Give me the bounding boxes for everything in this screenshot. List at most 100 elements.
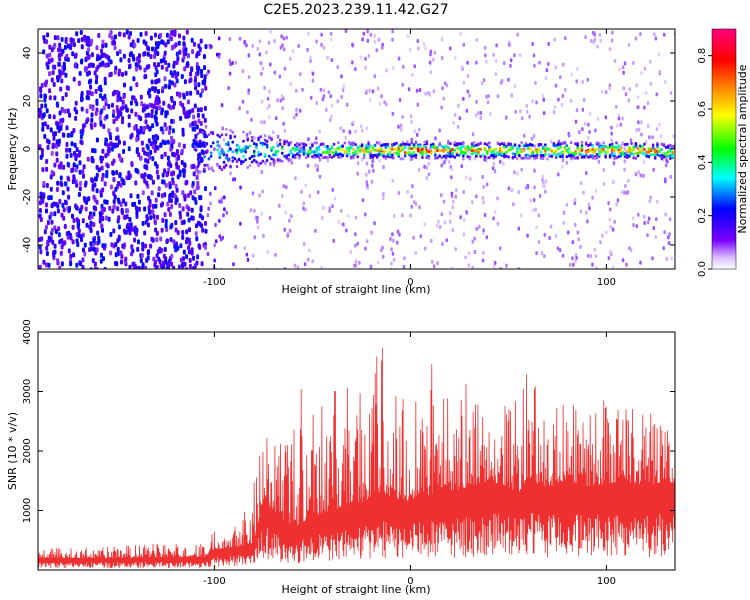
- heatmap-cell: [225, 142, 228, 146]
- heatmap-cell: [485, 59, 488, 64]
- heatmap-cell: [52, 82, 56, 87]
- heatmap-xtick-label: -100: [203, 277, 226, 288]
- heatmap-cell: [492, 52, 495, 57]
- heatmap-cell: [553, 37, 556, 42]
- heatmap-cell: [105, 138, 108, 143]
- heatmap-cell: [636, 147, 640, 151]
- heatmap-cell: [162, 57, 166, 63]
- heatmap-cell: [425, 148, 428, 152]
- heatmap-cell: [511, 152, 515, 156]
- heatmap-cell: [135, 168, 139, 174]
- heatmap-cell: [334, 152, 338, 156]
- heatmap-cell: [421, 150, 424, 154]
- heatmap-cell: [265, 139, 269, 143]
- heatmap-cell: [649, 81, 653, 86]
- heatmap-cell: [155, 69, 159, 75]
- heatmap-cell: [352, 148, 355, 151]
- heatmap-cell: [621, 141, 624, 146]
- heatmap-cell: [285, 35, 288, 40]
- heatmap-cell: [479, 110, 483, 115]
- heatmap-cell: [475, 60, 478, 65]
- heatmap-cell: [415, 88, 419, 93]
- heatmap-cell: [185, 29, 189, 35]
- heatmap-cell: [526, 183, 530, 188]
- heatmap-cell: [239, 185, 242, 190]
- heatmap-cell: [188, 257, 192, 263]
- heatmap-cell: [220, 133, 224, 137]
- heatmap-cell: [154, 139, 158, 145]
- heatmap-cell: [632, 223, 635, 227]
- heatmap-cell: [356, 155, 359, 159]
- heatmap-cell: [330, 103, 334, 108]
- heatmap-cell: [133, 125, 137, 131]
- heatmap-cell: [117, 224, 121, 230]
- heatmap-cell: [280, 34, 283, 39]
- heatmap-cell: [112, 199, 116, 205]
- heatmap-cell: [39, 217, 43, 223]
- heatmap-cell: [318, 174, 322, 179]
- heatmap-cell: [291, 147, 295, 150]
- heatmap-cell: [75, 31, 79, 37]
- heatmap-cell: [80, 44, 84, 50]
- heatmap-cell: [608, 47, 612, 52]
- heatmap-cell: [217, 36, 221, 41]
- heatmap-cell: [278, 74, 282, 79]
- heatmap-cell: [418, 88, 422, 92]
- heatmap-cell: [189, 71, 193, 77]
- heatmap-cell: [136, 38, 140, 43]
- heatmap-cell: [317, 145, 321, 149]
- heatmap-cell: [46, 145, 50, 150]
- heatmap-cell: [181, 168, 185, 174]
- heatmap-cell: [197, 160, 201, 166]
- heatmap-cell: [68, 112, 72, 118]
- heatmap-cell: [517, 226, 521, 231]
- heatmap-cell: [272, 153, 275, 157]
- heatmap-cell: [636, 95, 640, 100]
- heatmap-cell: [268, 115, 271, 120]
- heatmap-cell: [416, 149, 420, 153]
- heatmap-cell: [488, 145, 491, 149]
- heatmap-cell: [531, 208, 535, 213]
- heatmap-cell: [436, 149, 439, 153]
- heatmap-cell: [526, 233, 529, 238]
- heatmap-cell: [307, 31, 310, 36]
- heatmap-cell: [604, 145, 607, 148]
- heatmap-cell: [71, 224, 75, 230]
- heatmap-cell: [291, 155, 295, 159]
- snr-line: [38, 347, 675, 569]
- heatmap-cell: [468, 93, 471, 98]
- heatmap-cell: [381, 196, 385, 201]
- heatmap-cell: [219, 237, 223, 242]
- heatmap-cell: [354, 243, 357, 248]
- heatmap-cell: [250, 117, 253, 122]
- heatmap-cell: [106, 163, 110, 169]
- heatmap-cell: [55, 187, 59, 192]
- heatmap-cell: [173, 100, 176, 106]
- heatmap-cell: [602, 147, 605, 151]
- heatmap-cell: [256, 219, 259, 224]
- heatmap-cell: [365, 180, 369, 185]
- heatmap-cell: [289, 158, 293, 162]
- heatmap-cell: [145, 104, 149, 110]
- heatmap-cell: [56, 180, 60, 186]
- heatmap-cell: [632, 152, 635, 156]
- heatmap-cell: [591, 148, 594, 151]
- heatmap-cell: [78, 169, 82, 175]
- heatmap-cell: [416, 39, 419, 43]
- heatmap-cell: [45, 108, 49, 114]
- heatmap-cell: [82, 123, 85, 129]
- heatmap-cell: [347, 146, 351, 150]
- heatmap-cell: [174, 183, 178, 189]
- heatmap-cell: [451, 151, 454, 155]
- heatmap-cell: [634, 156, 638, 160]
- heatmap-cell: [481, 153, 484, 157]
- heatmap-cell: [197, 243, 201, 249]
- heatmap-cell: [60, 78, 64, 84]
- heatmap-cell: [199, 207, 203, 213]
- heatmap-cell: [101, 148, 105, 154]
- heatmap-cell: [85, 95, 89, 100]
- heatmap-cell: [343, 150, 347, 154]
- heatmap-cell: [95, 137, 99, 143]
- heatmap-cell: [228, 58, 231, 63]
- heatmap-cell: [209, 201, 212, 206]
